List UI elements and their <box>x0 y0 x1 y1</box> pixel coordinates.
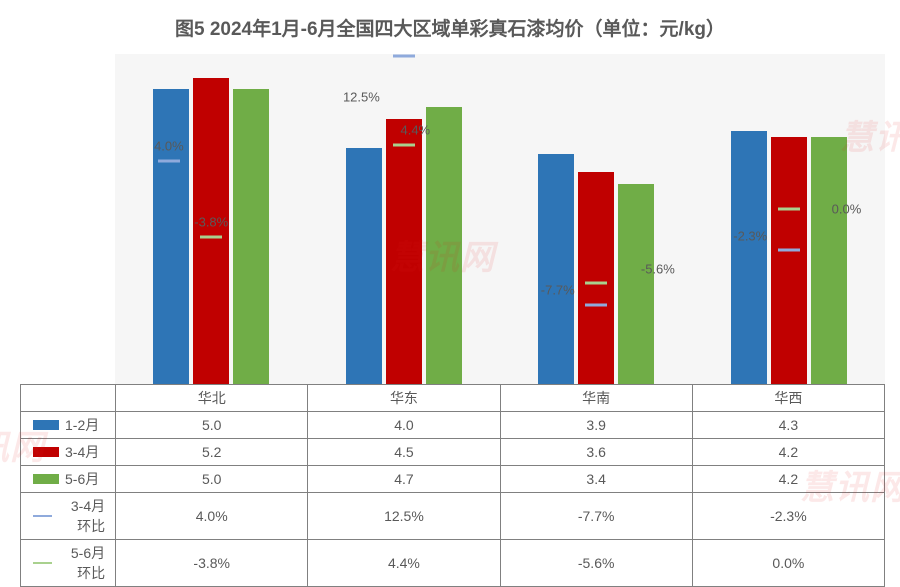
legend-label: 1-2月 <box>65 415 99 435</box>
row-header: 5-6月 <box>21 466 116 493</box>
table-cell: 4.0% <box>116 493 308 540</box>
pct-tick <box>778 249 800 252</box>
table-row: 3-4月5.24.53.64.2 <box>21 439 885 466</box>
chart-plot-area: 4.0% 12.5% -7.7% -2.3% -3.8% 4.4% -5.6% 0.0% <box>115 54 885 384</box>
watermark: 慧讯 <box>840 110 900 159</box>
bar-5-6月-华北 <box>233 89 269 384</box>
table-cell: 12.5% <box>308 493 500 540</box>
table-cell: 5.0 <box>116 412 308 439</box>
pct-tick <box>158 160 180 163</box>
watermark: 慧讯网 <box>0 420 45 469</box>
bar-1-2月-华西 <box>731 131 767 384</box>
table-cell: 4.0 <box>308 412 500 439</box>
pct-label: 4.0% <box>154 139 184 154</box>
pct-tick <box>393 143 415 146</box>
pct-tick <box>778 208 800 211</box>
pct-label: -5.6% <box>641 261 675 276</box>
table-header-cell: 华东 <box>308 385 500 412</box>
bar-5-6月-华西 <box>811 137 847 385</box>
table-cell: 0.0% <box>692 540 884 587</box>
legend-label: 3-4月 <box>65 442 99 462</box>
bar-1-2月-华南 <box>538 154 574 384</box>
table-header-cell <box>21 385 116 412</box>
bar-3-4月-华南 <box>578 172 614 384</box>
table-cell: 3.9 <box>500 412 692 439</box>
table-cell: 4.5 <box>308 439 500 466</box>
pct-label: 0.0% <box>832 202 862 217</box>
pct-label: 12.5% <box>343 89 380 104</box>
table-cell: 5.2 <box>116 439 308 466</box>
table-header-cell: 华西 <box>692 385 884 412</box>
legend-label: 5-6月环比 <box>58 543 105 583</box>
bar-3-4月-华北 <box>193 78 229 384</box>
data-table: 华北华东华南华西1-2月5.04.03.94.33-4月5.24.53.64.2… <box>20 384 885 587</box>
table-cell: -3.8% <box>116 540 308 587</box>
pct-tick <box>585 303 607 306</box>
watermark: 慧讯网 <box>390 230 495 279</box>
table-cell: 4.3 <box>692 412 884 439</box>
bar-3-4月-华西 <box>771 137 807 385</box>
chart-inner: 4.0% 12.5% -7.7% -2.3% -3.8% 4.4% -5.6% 0.0% <box>115 54 885 384</box>
bar-5-6月-华南 <box>618 184 654 384</box>
table-row: 5-6月5.04.73.44.2 <box>21 466 885 493</box>
row-header: 5-6月环比 <box>21 540 116 587</box>
table-cell: -7.7% <box>500 493 692 540</box>
pct-tick <box>585 282 607 285</box>
table-header-cell: 华北 <box>116 385 308 412</box>
pct-label: 4.4% <box>400 122 430 137</box>
legend-label: 3-4月环比 <box>58 496 105 536</box>
table-cell: 5.0 <box>116 466 308 493</box>
table-row: 3-4月环比4.0%12.5%-7.7%-2.3% <box>21 493 885 540</box>
pct-label: -2.3% <box>733 228 767 243</box>
table-cell: -5.6% <box>500 540 692 587</box>
pct-label: -3.8% <box>194 215 228 230</box>
table-cell: 4.7 <box>308 466 500 493</box>
table-cell: 3.4 <box>500 466 692 493</box>
pct-tick <box>393 54 415 57</box>
table-cell: 3.6 <box>500 439 692 466</box>
legend-swatch <box>33 515 52 517</box>
pct-tick <box>200 236 222 239</box>
table-header-cell: 华南 <box>500 385 692 412</box>
chart-title: 图5 2024年1月-6月全国四大区域单彩真石漆均价（单位：元/kg） <box>0 0 900 49</box>
table-row: 5-6月环比 -3.8%4.4%-5.6%0.0% <box>21 540 885 587</box>
legend-swatch <box>33 474 59 484</box>
legend-swatch <box>33 562 52 564</box>
legend-label: 5-6月 <box>65 469 99 489</box>
watermark: 慧讯网 <box>800 460 900 509</box>
pct-label: -7.7% <box>541 282 575 297</box>
table-cell: 4.4% <box>308 540 500 587</box>
table-row: 1-2月 5.04.03.94.3 <box>21 412 885 439</box>
bar-1-2月-华北 <box>153 89 189 384</box>
bar-1-2月-华东 <box>346 148 382 384</box>
table-header-row: 华北华东华南华西 <box>21 385 885 412</box>
row-header: 3-4月环比 <box>21 493 116 540</box>
